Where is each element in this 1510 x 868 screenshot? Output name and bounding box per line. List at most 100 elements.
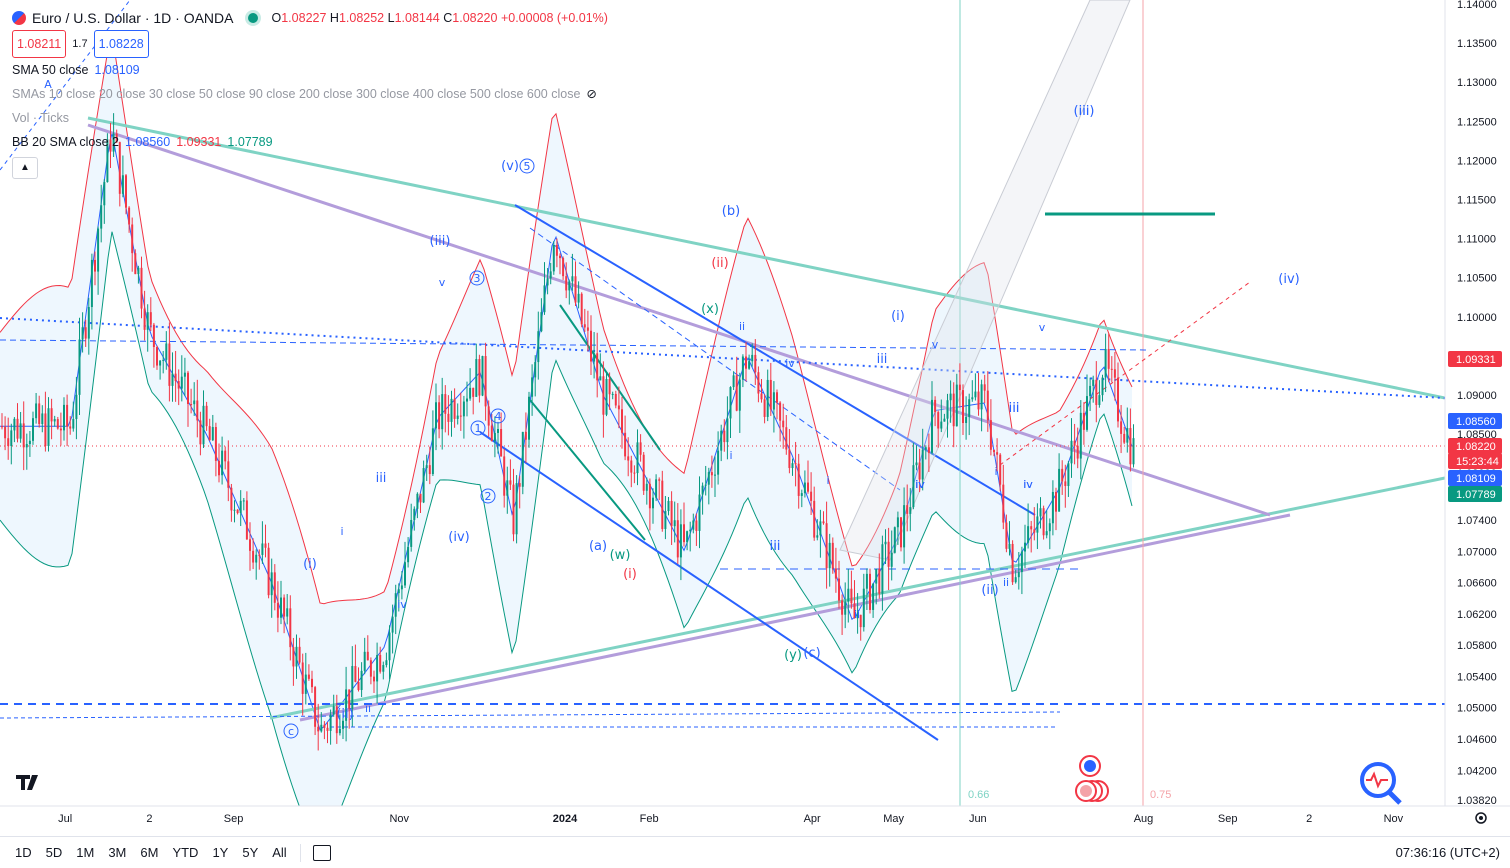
candle-body[interactable] — [270, 572, 273, 596]
candle-body[interactable] — [152, 324, 155, 348]
candle-body[interactable] — [658, 479, 661, 481]
range-button-1d[interactable]: 1D — [15, 845, 32, 860]
candle-body[interactable] — [788, 449, 791, 469]
wave-label[interactable]: iv — [397, 598, 407, 611]
smas-row[interactable]: SMAs 10 close 20 close 30 close 50 close… — [12, 82, 608, 106]
candle-body[interactable] — [56, 419, 59, 429]
candle-body[interactable] — [115, 133, 118, 143]
candle-body[interactable] — [357, 681, 360, 690]
candle-body[interactable] — [717, 450, 720, 475]
candle-body[interactable] — [25, 444, 28, 448]
candle-body[interactable] — [156, 347, 158, 366]
wave-label[interactable]: iii — [1079, 104, 1090, 119]
candle-body[interactable] — [698, 494, 701, 531]
candle-body[interactable] — [1039, 508, 1042, 517]
candle-body[interactable] — [289, 608, 292, 648]
candle-body[interactable] — [965, 416, 968, 423]
candle-body[interactable] — [1098, 395, 1101, 405]
candle-body[interactable] — [239, 500, 242, 514]
wave-label[interactable]: 2 — [485, 490, 492, 503]
candle-body[interactable] — [171, 373, 174, 386]
wave-label[interactable]: iv — [915, 478, 925, 491]
candle-body[interactable] — [360, 670, 363, 690]
candle-body[interactable] — [329, 714, 332, 731]
wave-label[interactable]: (ii) — [981, 583, 998, 598]
candle-body[interactable] — [249, 539, 251, 551]
range-button-1m[interactable]: 1M — [76, 845, 95, 860]
candle-body[interactable] — [934, 399, 937, 413]
candle-body[interactable] — [1051, 491, 1054, 524]
candle-body[interactable] — [94, 259, 96, 272]
volume-row[interactable]: Vol · Ticks — [12, 106, 608, 130]
candle-body[interactable] — [723, 430, 726, 443]
candle-body[interactable] — [149, 312, 152, 325]
candle-body[interactable] — [59, 428, 62, 431]
candle-body[interactable] — [878, 569, 881, 594]
candle-body[interactable] — [974, 391, 977, 398]
candle-body[interactable] — [710, 472, 713, 476]
candle-body[interactable] — [103, 182, 106, 206]
candle-body[interactable] — [242, 500, 245, 502]
candle-body[interactable] — [583, 324, 586, 328]
candle-body[interactable] — [528, 396, 530, 440]
trendline[interactable] — [529, 227, 901, 491]
wave-label[interactable]: iii — [376, 471, 387, 486]
candle-body[interactable] — [958, 384, 961, 391]
candle-body[interactable] — [946, 400, 949, 419]
candle-body[interactable] — [943, 418, 946, 422]
trendline[interactable] — [999, 281, 1251, 466]
candle-body[interactable] — [701, 485, 704, 495]
trendline[interactable] — [0, 339, 1151, 351]
candle-body[interactable] — [927, 447, 930, 453]
candle-body[interactable] — [404, 562, 406, 586]
candle-body[interactable] — [611, 393, 614, 395]
candle-body[interactable] — [732, 375, 735, 388]
candle-body[interactable] — [1092, 379, 1095, 386]
trendline[interactable] — [0, 711, 1061, 719]
candle-body[interactable] — [258, 554, 261, 556]
candle-body[interactable] — [19, 423, 22, 439]
candle-body[interactable] — [667, 500, 670, 512]
candle-body[interactable] — [16, 418, 19, 439]
wave-label[interactable]: iii — [770, 539, 781, 554]
candle-body[interactable] — [599, 376, 602, 381]
candle-body[interactable] — [106, 139, 109, 183]
candle-body[interactable] — [797, 463, 800, 496]
candle-body[interactable] — [1079, 412, 1082, 459]
candle-body[interactable] — [1101, 377, 1104, 396]
candle-body[interactable] — [125, 175, 127, 208]
price-chart[interactable]: A(iii)(v) 5(b)(ii)(x)ii(i)viii(iv)iiiiivi… — [0, 0, 1510, 836]
wave-label[interactable]: (a) — [589, 539, 607, 554]
candle-body[interactable] — [1076, 445, 1079, 459]
wave-label[interactable]: i — [729, 449, 732, 462]
candle-body[interactable] — [531, 377, 534, 397]
candle-body[interactable] — [596, 353, 599, 381]
candle-body[interactable] — [416, 493, 419, 509]
candle-body[interactable] — [428, 465, 431, 475]
regression-channel[interactable] — [839, 0, 1131, 561]
tradingview-logo[interactable]: PRO — [0, 775, 81, 790]
candle-body[interactable] — [165, 343, 168, 360]
candle-body[interactable] — [720, 430, 723, 451]
candle-body[interactable] — [642, 454, 645, 491]
candle-body[interactable] — [617, 405, 620, 410]
candle-body[interactable] — [741, 356, 744, 380]
candle-body[interactable] — [562, 258, 565, 277]
candle-body[interactable] — [875, 569, 878, 584]
bb-row[interactable]: BB 20 SMA close 2 1.08560 1.09331 1.0778… — [12, 130, 608, 154]
candle-body[interactable] — [890, 552, 893, 567]
wave-label[interactable]: i — [994, 465, 997, 478]
candle-body[interactable] — [109, 139, 112, 152]
candle-body[interactable] — [87, 307, 90, 339]
candle-body[interactable] — [624, 432, 627, 457]
candle-body[interactable] — [574, 276, 577, 303]
candle-body[interactable] — [100, 205, 103, 229]
wave-label[interactable]: 1 — [475, 422, 482, 435]
wave-label[interactable]: ii — [739, 320, 745, 333]
candle-body[interactable] — [466, 398, 468, 402]
candle-body[interactable] — [7, 438, 10, 447]
candle-body[interactable] — [230, 487, 233, 511]
candle-body[interactable] — [1045, 531, 1048, 536]
candle-body[interactable] — [986, 390, 989, 421]
candle-body[interactable] — [1132, 438, 1135, 465]
